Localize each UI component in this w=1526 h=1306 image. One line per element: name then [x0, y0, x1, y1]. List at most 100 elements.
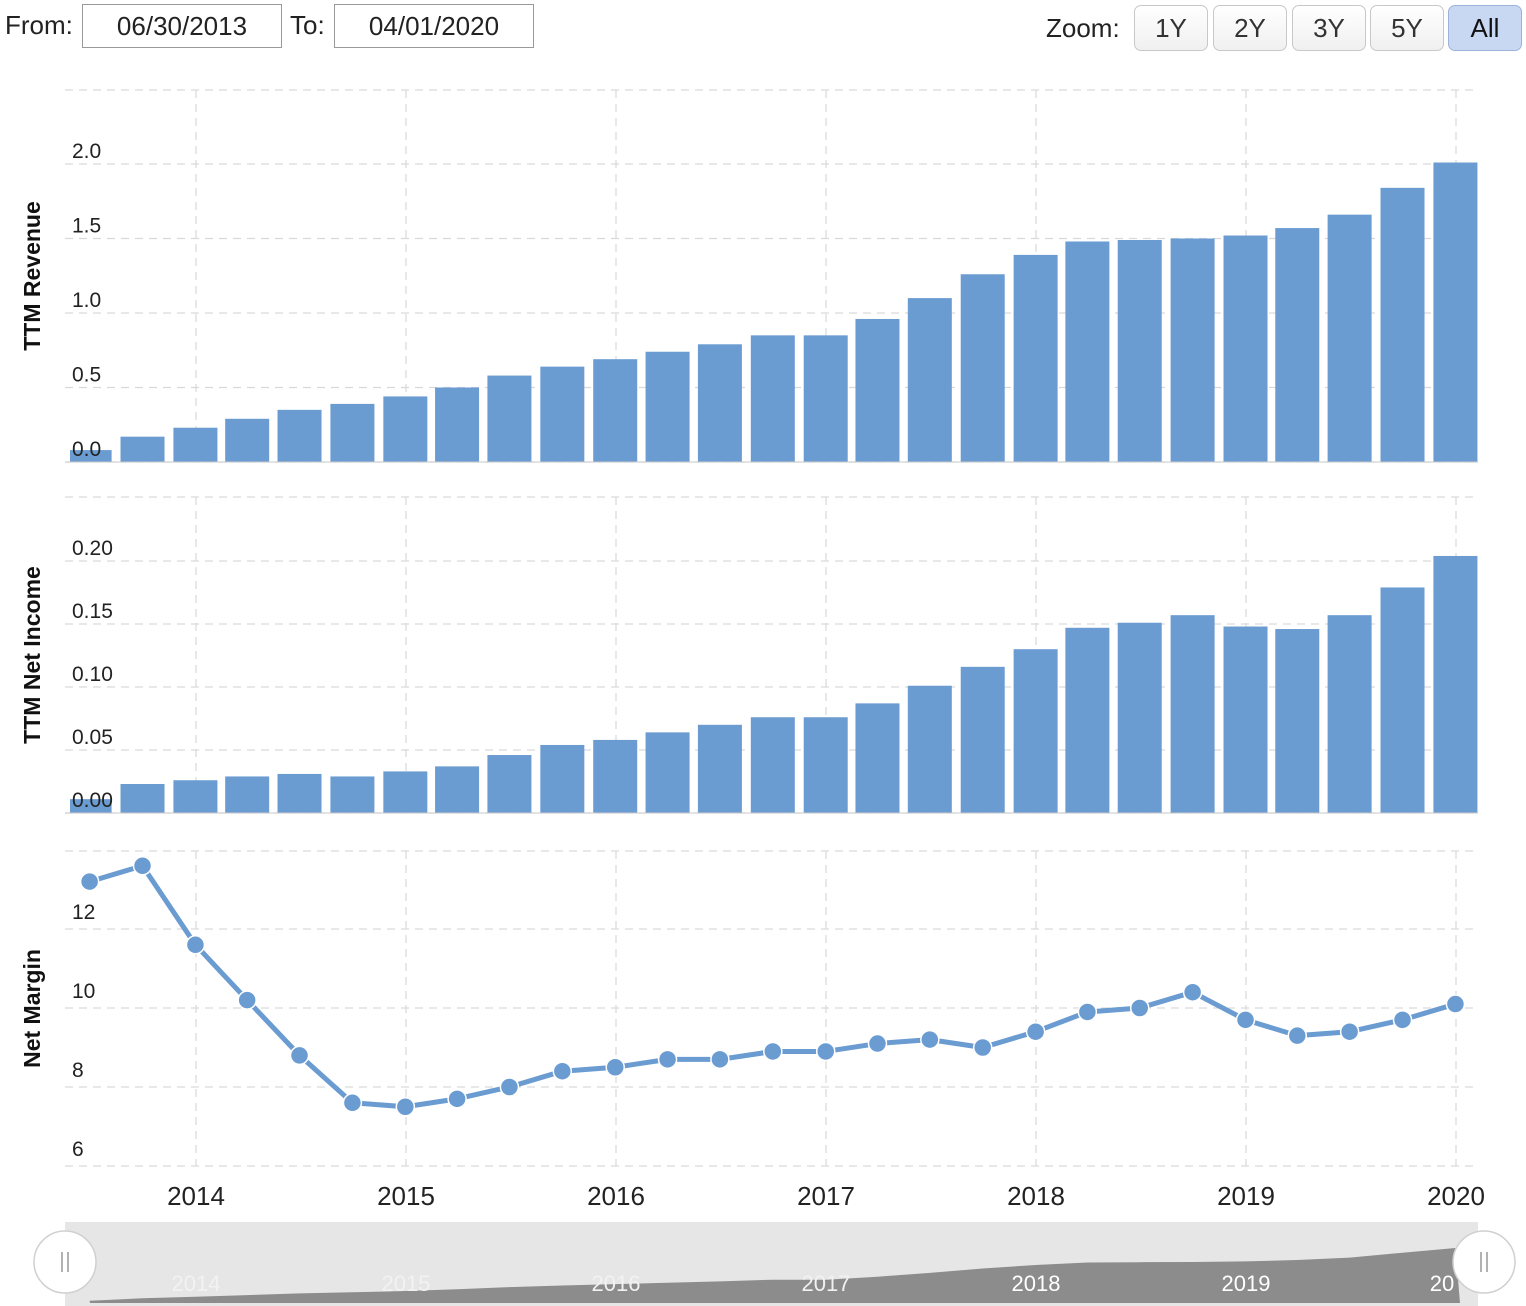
data-point [342, 1093, 363, 1113]
bar [1433, 555, 1478, 813]
y-tick-label: 6 [72, 1138, 84, 1161]
data-point [1235, 1010, 1256, 1030]
navigator-right-handle[interactable] [1452, 1230, 1516, 1294]
bar [803, 335, 848, 462]
y-axis-title: TTM Net Income [19, 566, 45, 744]
bar [225, 418, 270, 462]
revenue-panel: 0.0 0.5 1.0 1.5 2.0 TTM Revenue [19, 140, 1478, 463]
bar [1380, 187, 1425, 462]
data-point [710, 1049, 730, 1070]
data-point [79, 871, 100, 892]
navigator-year-label: 2018 [1012, 1271, 1061, 1296]
bar [645, 351, 690, 462]
data-point [499, 1077, 520, 1097]
bar [750, 717, 795, 813]
data-point [657, 1049, 678, 1070]
data-point [447, 1089, 467, 1109]
bar [1170, 615, 1215, 813]
bar [697, 724, 742, 813]
zoom-5y-button[interactable]: 5Y [1370, 5, 1444, 51]
net-income-panel: 0.00 0.05 0.10 0.15 0.20 TTM Net Income [19, 537, 1478, 814]
bar [277, 409, 322, 462]
data-point [972, 1037, 993, 1058]
bar [803, 717, 848, 813]
data-point [132, 856, 153, 876]
from-date-input[interactable]: 06/30/2013 [82, 4, 282, 48]
bar [1065, 627, 1110, 813]
data-point [920, 1029, 940, 1050]
data-point [552, 1061, 573, 1081]
bar [960, 666, 1005, 813]
y-tick-label: 12 [72, 901, 95, 924]
bar [1223, 626, 1268, 813]
data-point [395, 1097, 416, 1117]
navigator-year-label: 2015 [382, 1271, 431, 1296]
navigator[interactable]: 2014 2015 2016 2017 2018 2019 20 [33, 1222, 1516, 1306]
bar [277, 773, 322, 813]
navigator-area [89, 1248, 1461, 1303]
y-tick-label: 0.20 [72, 537, 113, 560]
x-tick-label: 2016 [587, 1181, 645, 1211]
y-axis-title: Net Margin [19, 949, 45, 1068]
bar [697, 344, 742, 462]
bar [330, 776, 375, 813]
y-tick-label: 0.5 [72, 364, 101, 387]
bar [435, 387, 480, 462]
y-tick-label: 0.05 [72, 726, 113, 749]
x-tick-label: 2014 [167, 1181, 225, 1211]
data-point [289, 1045, 310, 1066]
handle-circle [33, 1230, 97, 1294]
data-point [867, 1033, 888, 1054]
x-tick-label: 2019 [1217, 1181, 1275, 1211]
bar [907, 685, 952, 813]
bar [1275, 629, 1320, 813]
y-tick-label: 8 [72, 1059, 84, 1082]
from-label: From: [5, 10, 73, 40]
bar [70, 799, 112, 813]
x-tick-label: 2017 [797, 1181, 855, 1211]
net-margin-panel: 6 8 10 12 Net Margin [19, 856, 1478, 1167]
zoom-1y-button[interactable]: 1Y [1134, 5, 1208, 51]
zoom-3y-button[interactable]: 3Y [1292, 5, 1366, 51]
bar [750, 335, 795, 462]
bar [907, 298, 952, 462]
bar [383, 396, 428, 462]
net-margin-line [88, 863, 1457, 1110]
to-date-input[interactable]: 04/01/2020 [334, 4, 534, 48]
zoom-all-button[interactable]: All [1448, 5, 1522, 51]
y-tick-label: 1.5 [72, 215, 101, 238]
data-point [1445, 994, 1466, 1014]
bar [540, 744, 585, 813]
bar [173, 427, 218, 462]
bar [1433, 162, 1478, 462]
bar [1275, 228, 1320, 462]
data-point [1077, 1002, 1098, 1022]
bar [855, 703, 900, 813]
zoom-2y-button[interactable]: 2Y [1213, 5, 1287, 51]
y-tick-label: 0.0 [72, 438, 101, 461]
y-tick-label: 1.0 [72, 289, 101, 312]
bar [1170, 238, 1215, 462]
bar [593, 359, 638, 462]
bar [1327, 214, 1372, 462]
bar [487, 375, 532, 462]
bar [435, 766, 480, 813]
navigator-year-label: 2019 [1222, 1271, 1271, 1296]
navigator-year-label: 20 [1430, 1271, 1454, 1296]
navigator-left-handle[interactable] [33, 1230, 97, 1294]
bar [593, 739, 638, 813]
bar [383, 771, 428, 813]
bar [330, 403, 375, 462]
y-tick-label: 2.0 [72, 140, 101, 163]
bar [1327, 615, 1372, 813]
bar [173, 780, 218, 813]
bar [1117, 239, 1162, 462]
bar [540, 366, 585, 462]
data-point [1129, 998, 1150, 1018]
bar [1117, 622, 1162, 813]
navigator-year-label: 2016 [592, 1271, 641, 1296]
to-label: To: [290, 10, 325, 40]
y-tick-label: 0.15 [72, 600, 113, 623]
bar [1223, 235, 1268, 462]
